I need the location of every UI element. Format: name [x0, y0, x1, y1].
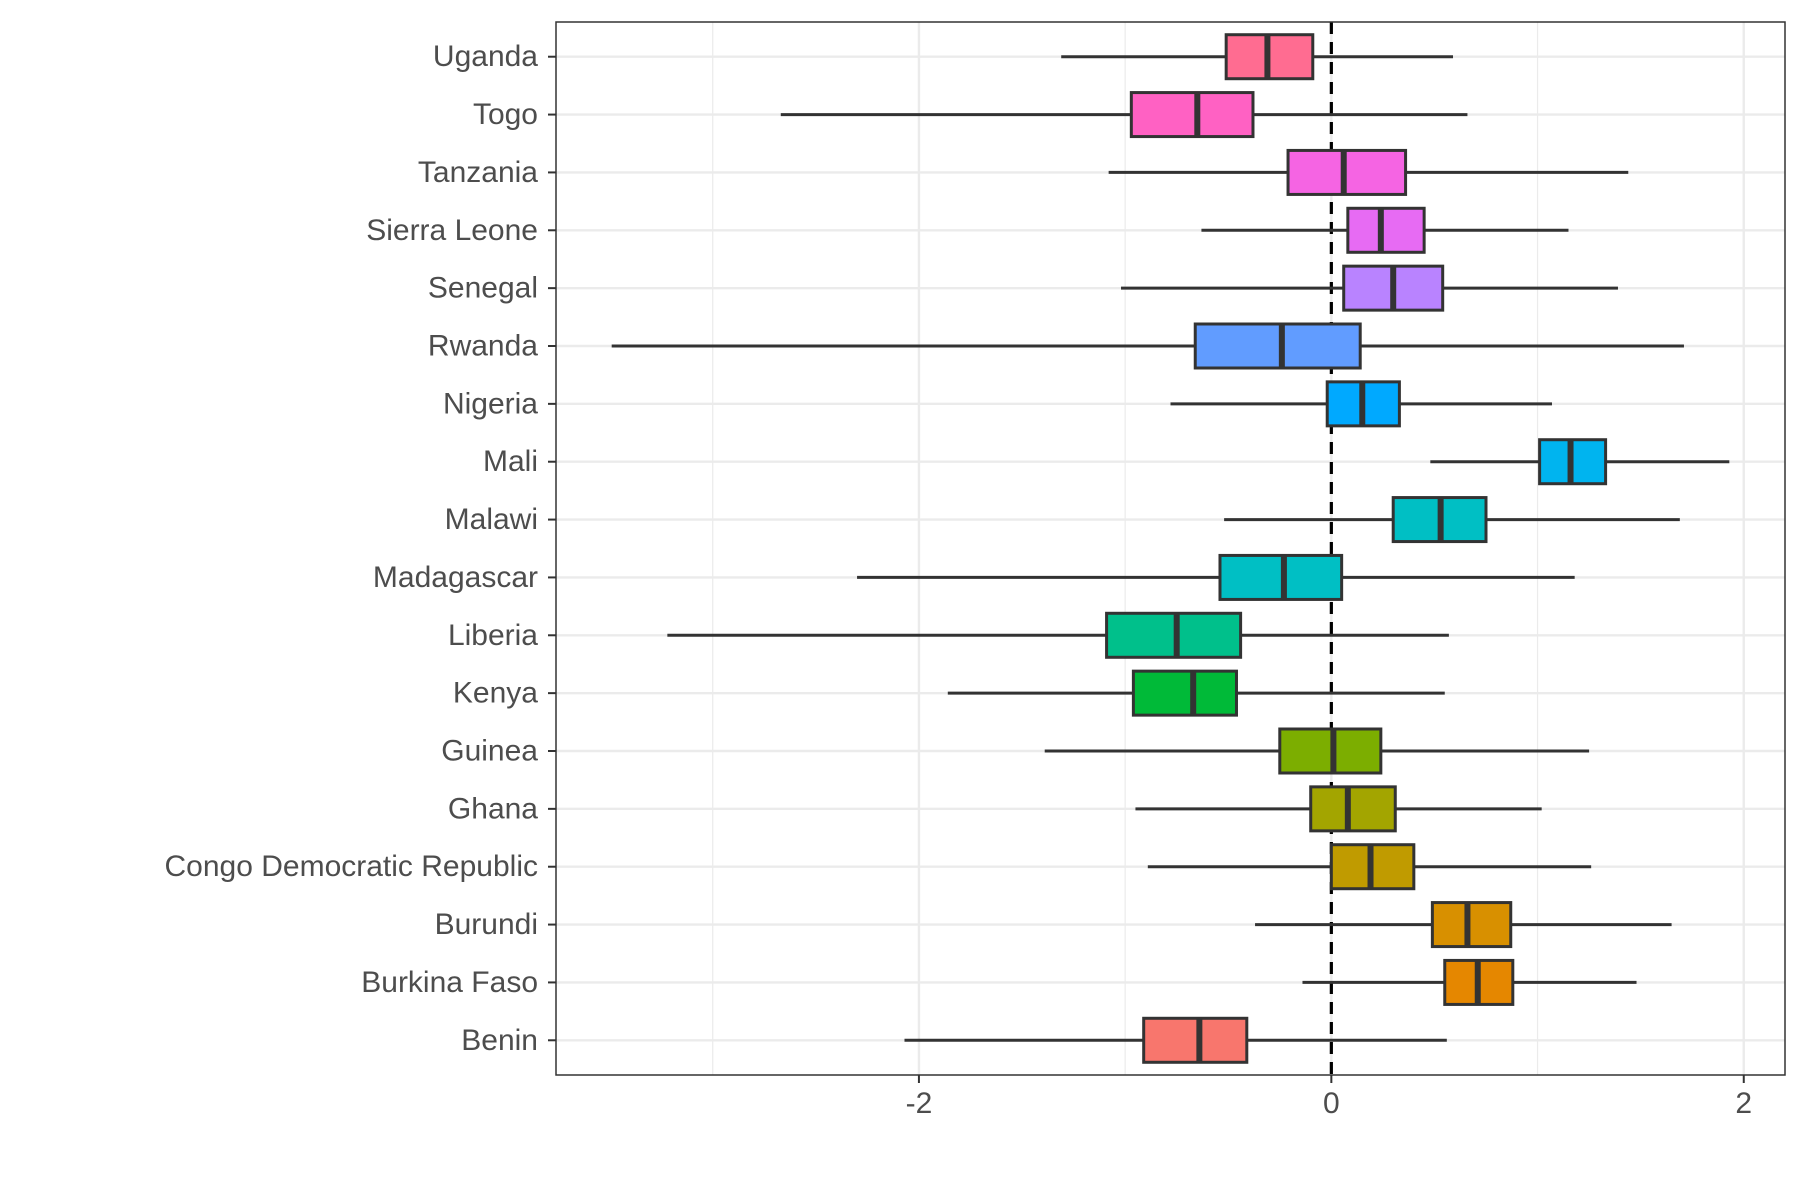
box-iqr: [1142, 1016, 1249, 1064]
y-tick-label: Malawi: [445, 503, 538, 536]
y-tick-label: Senegal: [428, 272, 538, 305]
box-uganda: [1061, 33, 1454, 81]
box-iqr: [1129, 91, 1255, 139]
y-tick-label: Tanzania: [418, 156, 538, 189]
box-iqr: [1278, 727, 1383, 775]
x-tick-label: 2: [1735, 1087, 1752, 1120]
box-kenya: [947, 669, 1445, 717]
box-guinea: [1044, 727, 1590, 775]
box-senegal: [1121, 264, 1618, 312]
y-tick-label: Congo Democratic Republic: [164, 850, 538, 883]
y-tick-label: Sierra Leone: [366, 214, 538, 247]
y-tick-label: Liberia: [448, 619, 538, 652]
y-tick-label: Guinea: [441, 735, 538, 768]
box-congo-democratic-republic: [1147, 843, 1592, 891]
box-liberia: [667, 611, 1449, 659]
box-layer: [611, 33, 1730, 1064]
box-burkina-faso: [1302, 958, 1637, 1006]
y-tick-label: Burkina Faso: [361, 966, 538, 999]
box-tanzania: [1108, 148, 1629, 196]
box-rwanda: [611, 322, 1684, 370]
box-mali: [1430, 438, 1730, 486]
grid-lines: [556, 22, 1785, 1075]
box-benin: [904, 1016, 1447, 1064]
box-iqr: [1131, 669, 1238, 717]
box-sierra-leone: [1201, 206, 1569, 254]
y-tick-label: Mali: [483, 445, 538, 478]
box-madagascar: [857, 553, 1575, 601]
y-tick-label: Benin: [461, 1024, 538, 1057]
box-iqr: [1105, 611, 1243, 659]
box-iqr: [1218, 553, 1344, 601]
axis-layer: Benin Burkina Faso Burundi Congo Democratic…: [164, 40, 1752, 1120]
plot-panel-border: [555, 21, 1786, 1076]
y-tick-label: Rwanda: [428, 330, 538, 363]
box-iqr: [1309, 785, 1397, 833]
box-iqr: [1193, 322, 1362, 370]
x-tick-label: 0: [1323, 1087, 1340, 1120]
box-togo: [780, 91, 1468, 139]
box-malawi: [1224, 496, 1680, 544]
box-iqr: [1430, 901, 1513, 949]
box-ghana: [1135, 785, 1542, 833]
box-iqr: [1286, 148, 1408, 196]
box-iqr: [1346, 206, 1426, 254]
box-burundi: [1255, 901, 1672, 949]
x-tick-label: -2: [906, 1087, 933, 1120]
y-tick-label: Togo: [473, 98, 538, 131]
y-tick-label: Nigeria: [443, 387, 538, 420]
y-tick-label: Madagascar: [373, 561, 538, 594]
y-tick-label: Kenya: [453, 677, 538, 710]
y-tick-label: Burundi: [435, 908, 538, 941]
y-tick-label: Ghana: [448, 792, 538, 825]
y-tick-label: Uganda: [433, 40, 538, 73]
box-nigeria: [1170, 380, 1552, 428]
